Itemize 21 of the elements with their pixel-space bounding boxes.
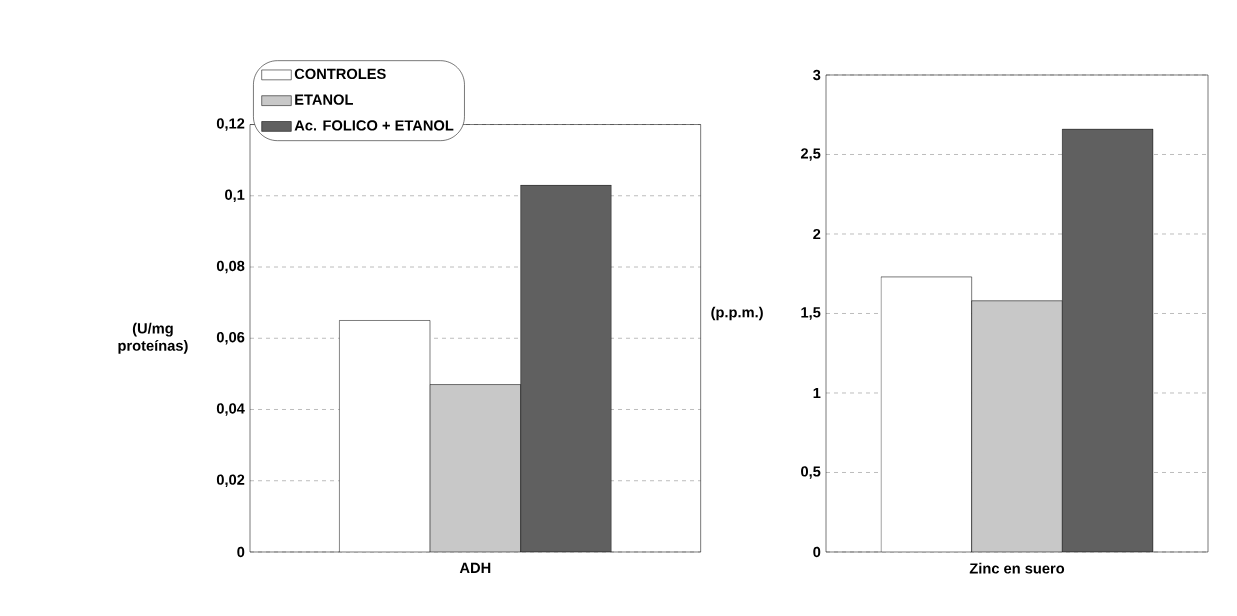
legend-label: ETANOL <box>295 94 353 105</box>
y-tick-label: 1 <box>813 387 821 399</box>
x-tick-label: Zinc en suero <box>969 562 1065 574</box>
y-tick-label: 2 <box>813 228 821 240</box>
y-tick-label: 1,5 <box>801 307 821 320</box>
y-tick-label: 0,5 <box>801 466 821 479</box>
y-tick-label: 0 <box>237 546 245 558</box>
y-tick-label: 3 <box>813 69 821 81</box>
y-tick-label: 0,08 <box>216 260 245 274</box>
legend-label: Ac. FOLICO + ETANOL <box>294 120 454 131</box>
y-tick-label: 0,1 <box>225 189 245 203</box>
y-axis-title: (U/mg proteínas) <box>118 322 188 354</box>
y-tick-label: 0,04 <box>216 403 245 416</box>
y-tick-label: 0,06 <box>216 332 245 345</box>
x-tick-label: ADH <box>459 562 491 573</box>
y-tick-label: 0 <box>813 546 821 558</box>
y-axis-title: (p.p.m.) <box>711 306 763 321</box>
y-tick-label: 0,12 <box>216 118 245 131</box>
y-tick-label: 2,5 <box>800 148 821 161</box>
y-tick-label: 0,02 <box>216 474 245 488</box>
legend-label: CONTROLES <box>294 68 386 80</box>
